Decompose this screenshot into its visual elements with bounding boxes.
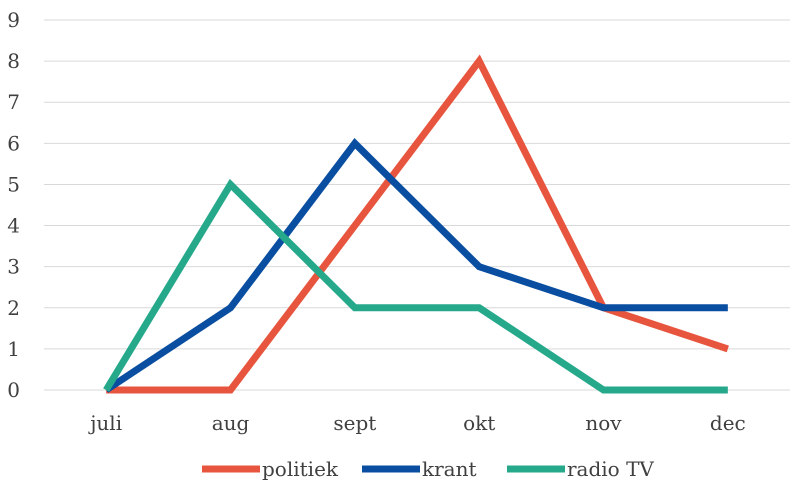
y-axis-ticks: 0 1 2 3 4 5 6 7 8 9 (7, 8, 20, 402)
x-tick-label: dec (710, 411, 746, 435)
y-tick-label: 6 (7, 131, 20, 155)
x-tick-label: aug (212, 411, 250, 435)
y-tick-label: 9 (7, 8, 20, 32)
series-line-krant (104, 138, 728, 393)
series-line-politiek (106, 54, 729, 394)
series-line-radio-tv (103, 178, 728, 394)
series-lines (103, 54, 729, 394)
y-tick-label: 2 (7, 296, 20, 320)
legend-label: krant (422, 457, 477, 481)
y-tick-label: 5 (7, 172, 20, 196)
x-tick-label: nov (585, 411, 622, 435)
y-tick-label: 4 (7, 214, 20, 238)
x-tick-label: okt (463, 411, 495, 435)
x-tick-label: sept (333, 411, 376, 435)
y-tick-label: 7 (7, 90, 20, 114)
legend: politiek krant radio TV (202, 457, 654, 481)
y-tick-label: 3 (7, 255, 20, 279)
legend-label: politiek (262, 457, 339, 481)
y-tick-label: 1 (7, 337, 20, 361)
y-tick-label: 8 (7, 49, 20, 73)
legend-label: radio TV (567, 457, 654, 481)
y-tick-label: 0 (7, 378, 20, 402)
x-tick-label: juli (88, 411, 122, 435)
x-axis-ticks: juli aug sept okt nov dec (88, 411, 746, 435)
